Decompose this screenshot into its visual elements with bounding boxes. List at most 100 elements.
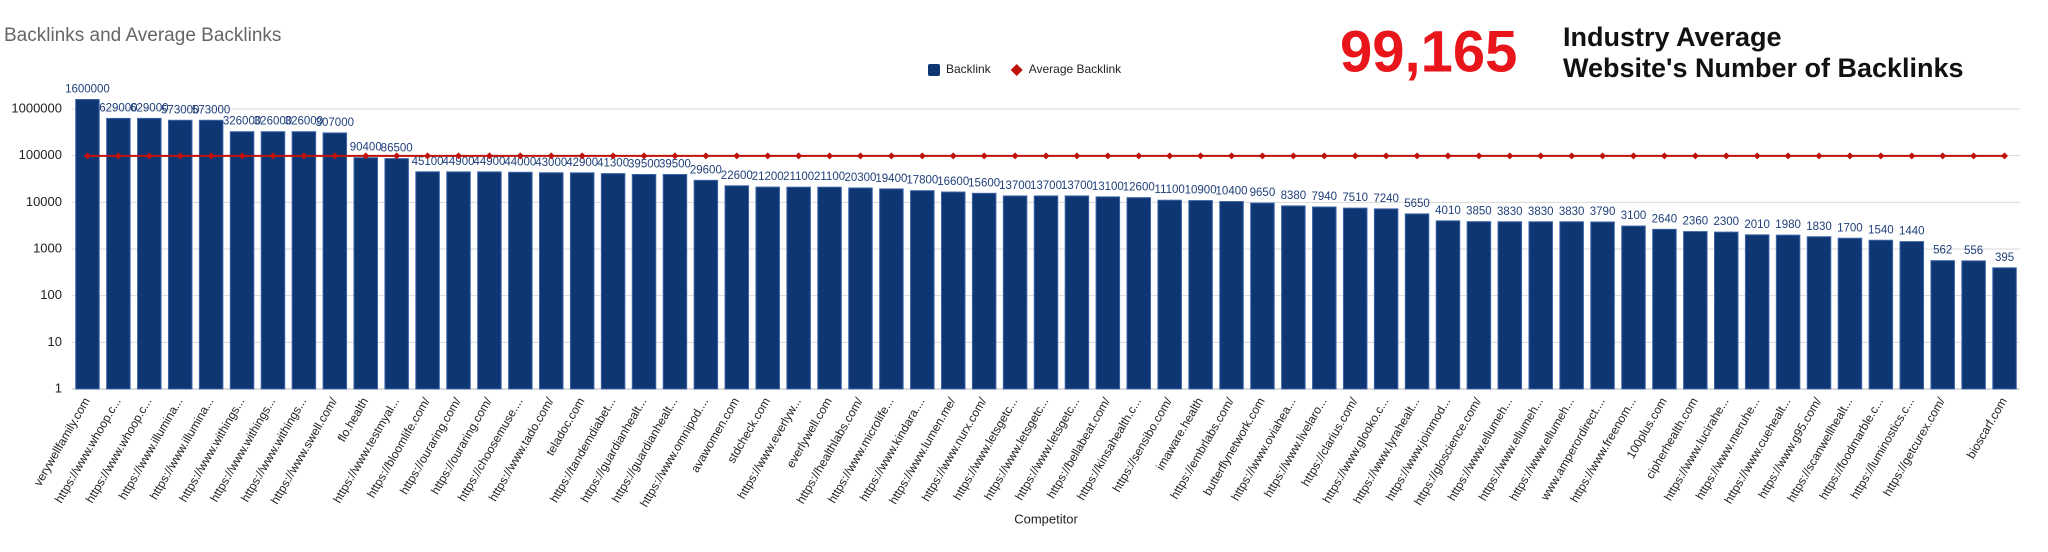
kpi-text: Industry Average — [1563, 22, 1782, 52]
bar — [1064, 195, 1090, 390]
marker — [764, 152, 772, 160]
y-tick-label: 100000 — [19, 147, 62, 162]
kpi-value: 99,165 — [1340, 19, 1517, 84]
bar — [662, 173, 688, 390]
marker — [1660, 152, 1668, 160]
data-label: 41300 — [597, 158, 629, 170]
marker — [1877, 152, 1885, 160]
marker — [826, 152, 834, 160]
bar — [1775, 234, 1801, 390]
bar — [1126, 197, 1152, 390]
bar — [569, 172, 595, 390]
bar — [1281, 205, 1306, 390]
legend-swatch — [928, 64, 940, 76]
marker — [1970, 152, 1978, 160]
data-label: 43000 — [535, 157, 567, 169]
marker — [1846, 152, 1854, 160]
marker — [1320, 152, 1328, 160]
data-label: 11100 — [1155, 184, 1185, 196]
data-label: 1440 — [1899, 226, 1925, 238]
data-label: 21100 — [814, 171, 845, 183]
y-tick-label: 1 — [55, 380, 62, 395]
marker — [856, 152, 864, 160]
data-label: 573000 — [161, 104, 199, 116]
bar — [167, 119, 193, 390]
data-label: 629000 — [130, 102, 168, 114]
marker — [1753, 152, 1761, 160]
marker — [547, 152, 555, 160]
marker — [393, 152, 401, 160]
bar — [260, 131, 286, 390]
bar — [1466, 221, 1492, 390]
y-tick-label: 10000 — [26, 194, 62, 209]
bar — [322, 132, 348, 390]
marker — [1784, 152, 1792, 160]
bar — [539, 172, 564, 390]
marker — [269, 152, 277, 160]
data-label: 10900 — [1185, 185, 1217, 197]
bar — [508, 171, 533, 390]
bar — [415, 171, 440, 390]
data-label: 7240 — [1373, 193, 1399, 205]
bar — [1404, 213, 1430, 390]
bar — [1806, 236, 1832, 390]
data-label: 13100 — [1092, 181, 1124, 193]
marker — [207, 152, 215, 160]
bar — [1002, 195, 1028, 390]
data-label: 21200 — [752, 171, 784, 183]
bar — [291, 131, 317, 390]
data-label: 44900 — [473, 156, 505, 168]
marker — [887, 152, 895, 160]
data-label: 86500 — [381, 143, 413, 155]
marker — [640, 152, 648, 160]
bar — [353, 157, 378, 390]
data-label: 573000 — [192, 104, 230, 116]
marker — [1722, 152, 1730, 160]
bar — [1744, 234, 1770, 390]
marker — [1073, 152, 1081, 160]
bar — [1961, 260, 1986, 390]
bar — [1652, 228, 1677, 390]
marker — [1413, 152, 1421, 160]
data-label: 42900 — [566, 157, 598, 169]
data-label: 39500 — [628, 159, 660, 171]
marker — [1908, 152, 1916, 160]
bar — [879, 188, 904, 390]
bar — [1219, 201, 1244, 390]
marker — [83, 152, 91, 160]
data-label: 2010 — [1744, 219, 1770, 231]
chart-title: Backlinks and Average Backlinks — [4, 25, 281, 46]
bar — [1033, 195, 1059, 390]
marker — [1815, 152, 1823, 160]
marker — [114, 152, 122, 160]
marker — [1228, 152, 1236, 160]
data-label: 3830 — [1528, 206, 1554, 218]
marker — [1258, 152, 1266, 160]
legend-swatch — [1010, 64, 1023, 76]
bar — [600, 173, 626, 390]
marker — [1506, 152, 1514, 160]
data-label: 12600 — [1123, 182, 1155, 194]
data-label: 5650 — [1404, 198, 1430, 210]
marker — [1444, 152, 1452, 160]
bar — [1435, 220, 1461, 390]
data-label: 3100 — [1621, 210, 1647, 222]
bar — [106, 117, 131, 390]
data-label: 556 — [1964, 245, 1983, 257]
bar — [631, 173, 657, 390]
marker — [733, 152, 741, 160]
bar — [1373, 208, 1399, 390]
marker — [331, 152, 339, 160]
marker — [578, 152, 586, 160]
bar — [1497, 221, 1523, 390]
bar — [724, 185, 750, 390]
marker — [2001, 152, 2009, 160]
bar — [971, 192, 997, 390]
bar — [1528, 221, 1553, 390]
marker — [1599, 152, 1607, 160]
data-label: 307000 — [316, 117, 354, 129]
data-label: 1600000 — [65, 84, 110, 96]
marker — [1939, 152, 1947, 160]
bar — [940, 191, 966, 390]
